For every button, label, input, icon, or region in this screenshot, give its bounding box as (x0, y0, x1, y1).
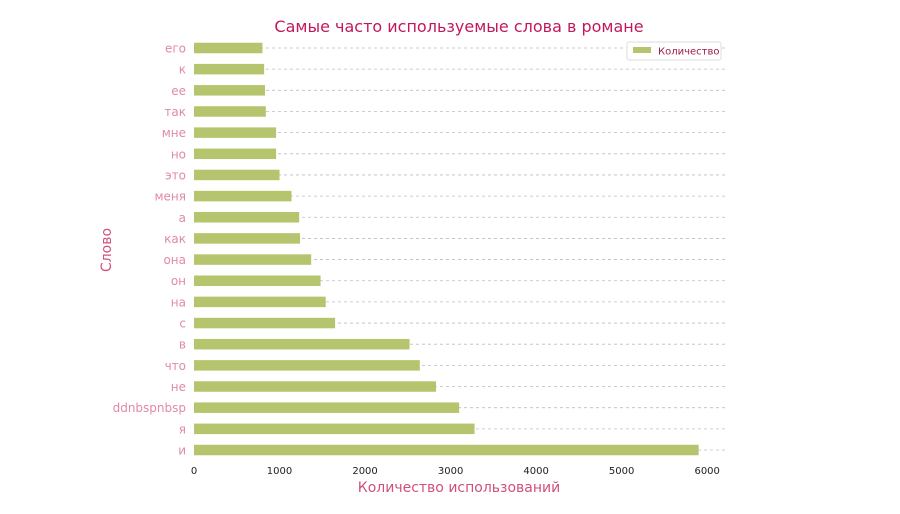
bar-19 (194, 63, 265, 75)
bar-17 (194, 106, 266, 117)
x-tick-labels: 0 1000 2000 3000 4000 5000 6000 (191, 466, 720, 477)
bar-3 (194, 402, 460, 413)
bar-8 (194, 296, 326, 308)
x-tick-label: 5000 (609, 466, 634, 477)
chart-title: Самые часто используемые слова в романе (274, 17, 643, 36)
y-tick-label: я (179, 422, 186, 436)
bar-12 (194, 212, 300, 223)
y-tick-label: а (179, 211, 186, 225)
y-tick-label: и (178, 444, 186, 458)
x-tick-label: 2000 (352, 466, 377, 477)
y-tick-label: так (164, 105, 186, 119)
x-tick-label: 6000 (694, 466, 719, 477)
bar-2 (194, 423, 475, 435)
bar-10 (194, 254, 312, 265)
y-tick-label: на (171, 295, 186, 309)
y-tick-label: что (165, 359, 186, 373)
y-tick-label: мне (162, 126, 186, 140)
y-tick-label: в (179, 338, 186, 352)
bar-4 (194, 381, 437, 392)
y-tick-label: ddnbspnbsp (113, 401, 186, 415)
x-tick-label: 1000 (267, 466, 292, 477)
y-tick-label: его (165, 42, 186, 56)
bar-18 (194, 85, 265, 96)
y-tick-label: это (165, 168, 186, 182)
legend-label: Количество (658, 47, 720, 58)
bar-11 (194, 233, 301, 244)
bar-13 (194, 190, 292, 202)
bars (194, 42, 699, 456)
legend-box (626, 41, 722, 61)
grid-lines (194, 47, 726, 451)
legend-swatch (633, 47, 651, 53)
bar-7 (194, 317, 336, 329)
bar-20 (194, 42, 263, 54)
y-tick-label: но (171, 147, 186, 161)
y-axis-label: Слово (99, 228, 115, 272)
x-axis-label: Количество использований (358, 480, 560, 496)
legend: Количество (626, 41, 722, 61)
x-tick-label: 4000 (523, 466, 548, 477)
y-tick-label: она (163, 253, 186, 267)
y-tick-label: ее (171, 84, 186, 98)
bar-9 (194, 275, 321, 286)
y-tick-label: к (179, 63, 186, 77)
x-tick-label: 3000 (438, 466, 463, 477)
bar-15 (194, 148, 277, 160)
y-tick-label: не (171, 380, 186, 394)
y-tick-label: как (164, 232, 186, 246)
bar-5 (194, 360, 420, 371)
bar-14 (194, 169, 280, 181)
bar-6 (194, 338, 410, 350)
y-tick-label: он (171, 274, 186, 288)
y-tick-label: меня (155, 190, 187, 204)
bar-1 (194, 444, 699, 456)
bar-16 (194, 127, 277, 138)
y-tick-label: с (179, 317, 186, 331)
y-tick-labels: ия ddnbspnbsp не что вс на он она как а меня это но м… (113, 42, 186, 458)
x-tick-label: 0 (191, 466, 197, 477)
